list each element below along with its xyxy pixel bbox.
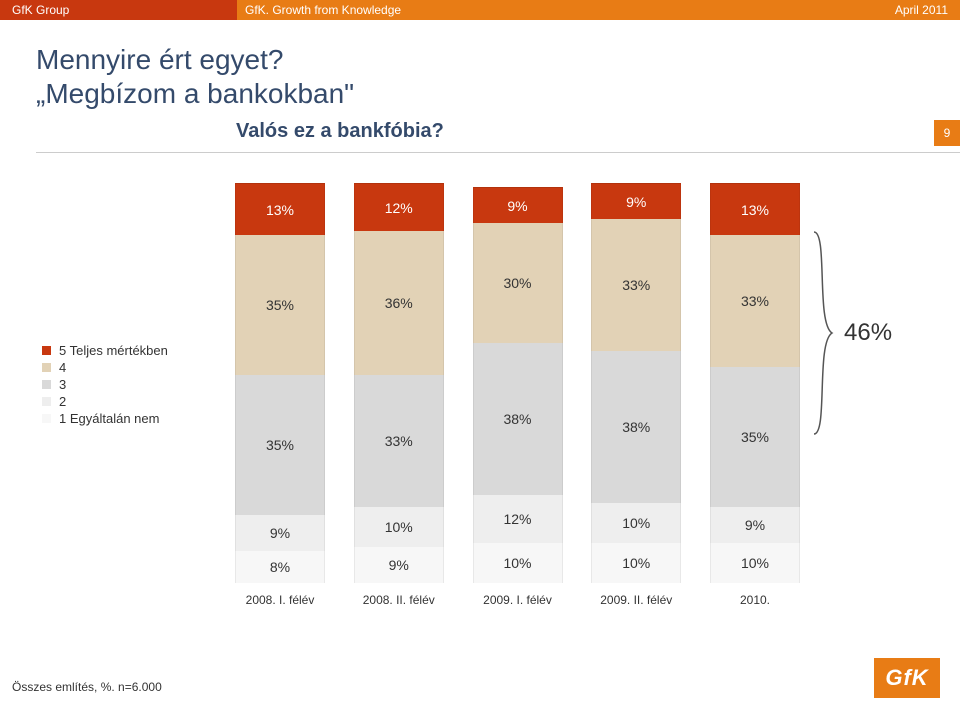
- legend-swatch: [42, 346, 51, 355]
- legend-swatch: [42, 380, 51, 389]
- top-header-bar: GfK Group GfK. Growth from Knowledge Apr…: [0, 0, 960, 20]
- legend-item: 2: [42, 394, 168, 409]
- legend-item: 5 Teljes mértékben: [42, 343, 168, 358]
- chart-segment: 10%: [710, 543, 800, 583]
- x-axis-label: 2009. II. félév: [591, 593, 681, 607]
- header-tagline: GfK. Growth from Knowledge: [237, 0, 798, 20]
- chart-segment: 36%: [354, 231, 444, 375]
- legend-label: 3: [59, 377, 66, 392]
- stacked-bar-chart: 13%35%35%9%8%12%36%33%10%9%9%30%38%12%10…: [235, 183, 800, 613]
- chart-segment: 13%: [235, 183, 325, 235]
- legend-swatch: [42, 363, 51, 372]
- x-axis-label: 2008. I. félév: [235, 593, 325, 607]
- chart-column: 9%30%38%12%10%: [473, 183, 563, 583]
- legend-label: 5 Teljes mértékben: [59, 343, 168, 358]
- chart-segment: 9%: [473, 187, 563, 223]
- annotation-value: 46%: [844, 319, 892, 347]
- legend-swatch: [42, 414, 51, 423]
- chart-segment: 9%: [710, 507, 800, 543]
- chart-segment: 35%: [235, 375, 325, 515]
- chart-column: 12%36%33%10%9%: [354, 183, 444, 583]
- subtitle: Valós ez a bankfóbia?: [236, 120, 444, 152]
- chart-annotation: 46%: [810, 228, 892, 438]
- legend-swatch: [42, 397, 51, 406]
- legend-label: 1 Egyáltalán nem: [59, 411, 159, 426]
- footnote: Összes említés, %. n=6.000: [12, 680, 162, 694]
- legend-label: 2: [59, 394, 66, 409]
- chart-segment: 9%: [235, 515, 325, 551]
- chart-segment: 9%: [591, 183, 681, 219]
- chart-column: 9%33%38%10%10%: [591, 183, 681, 583]
- brace-icon: [810, 228, 834, 438]
- chart-segment: 33%: [710, 235, 800, 367]
- chart-segment: 30%: [473, 223, 563, 343]
- header-group: GfK Group: [0, 0, 237, 20]
- chart-segment: 38%: [591, 351, 681, 503]
- header-date: April 2011: [798, 0, 960, 20]
- legend-item: 3: [42, 377, 168, 392]
- chart-segment: 10%: [591, 503, 681, 543]
- chart-segment: 10%: [591, 543, 681, 583]
- chart-segment: 35%: [710, 367, 800, 507]
- legend-label: 4: [59, 360, 66, 375]
- legend-item: 4: [42, 360, 168, 375]
- x-axis-label: 2010.: [710, 593, 800, 607]
- x-axis-label: 2008. II. félév: [354, 593, 444, 607]
- gfk-logo: GfK: [874, 658, 940, 698]
- chart-column: 13%35%35%9%8%: [235, 183, 325, 583]
- chart-segment: 35%: [235, 235, 325, 375]
- chart-column: 13%33%35%9%10%: [710, 183, 800, 583]
- chart-segment: 12%: [473, 495, 563, 543]
- title-block: Mennyire ért egyet? „Megbízom a bankokba…: [0, 28, 960, 153]
- title-line-1: Mennyire ért egyet?: [36, 44, 960, 76]
- title-line-2: „Megbízom a bankokban": [36, 78, 960, 110]
- chart-segment: 33%: [591, 219, 681, 351]
- chart-segment: 9%: [354, 547, 444, 583]
- legend-item: 1 Egyáltalán nem: [42, 411, 168, 426]
- chart-segment: 38%: [473, 343, 563, 495]
- page-number: 9: [934, 120, 960, 146]
- chart-segment: 10%: [473, 543, 563, 583]
- x-axis: 2008. I. félév 2008. II. félév 2009. I. fé…: [235, 593, 800, 607]
- chart-segment: 10%: [354, 507, 444, 547]
- chart-segment: 13%: [710, 183, 800, 235]
- legend: 5 Teljes mértékben 4 3 2 1 Egyáltalán nem: [42, 343, 168, 428]
- chart-segment: 33%: [354, 375, 444, 507]
- chart-segment: 8%: [235, 551, 325, 583]
- chart-segment: 12%: [354, 183, 444, 231]
- x-axis-label: 2009. I. félév: [473, 593, 563, 607]
